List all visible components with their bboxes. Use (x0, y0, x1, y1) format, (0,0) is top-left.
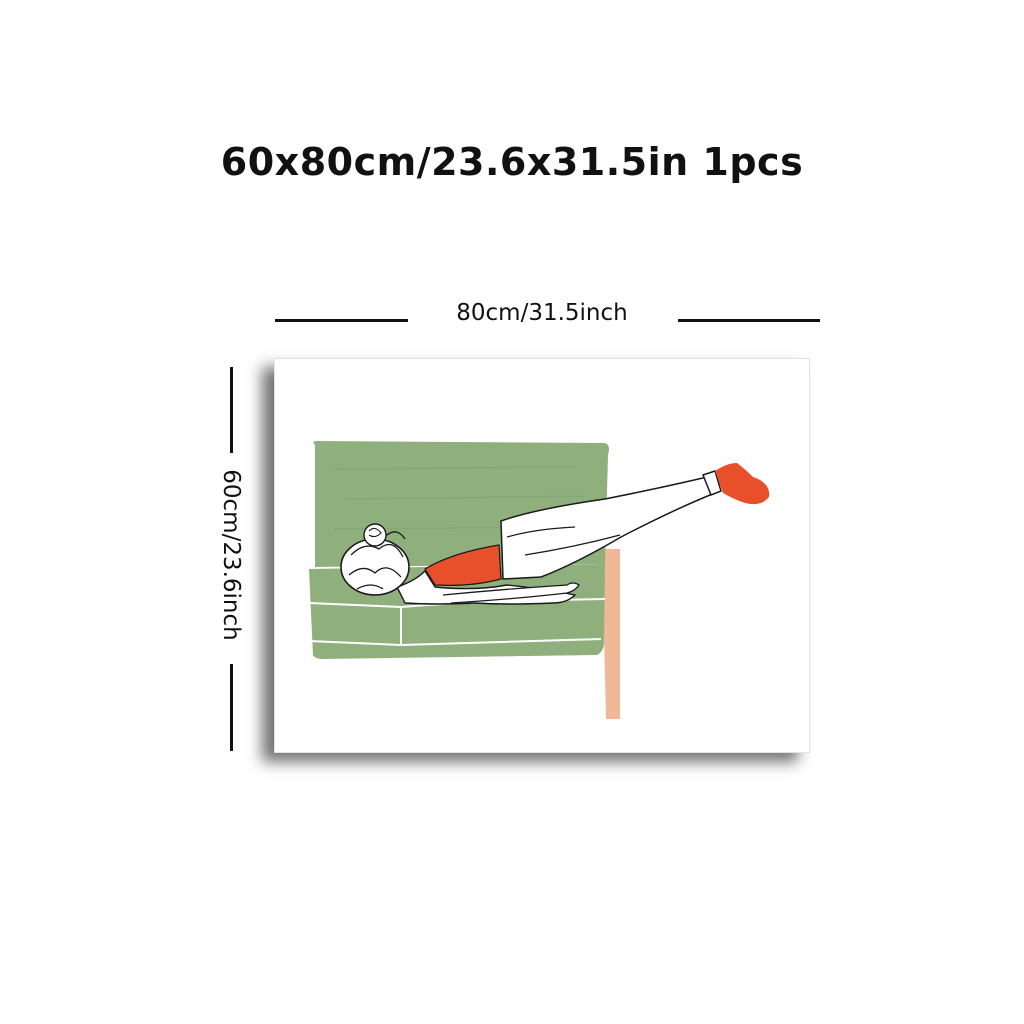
height-dimension-line-top (230, 367, 233, 453)
figure-outfit (424, 544, 502, 586)
figure-hair (340, 523, 410, 596)
width-dimension-line-right (678, 319, 820, 322)
artwork-illustration (306, 441, 770, 719)
width-dimension-line-left (275, 319, 408, 322)
table-leg (602, 549, 620, 719)
height-label-text: 60cm/23.6inch (218, 469, 244, 641)
figure-arm (442, 582, 580, 604)
canvas-print (274, 358, 810, 753)
figure-sock (715, 463, 770, 505)
pant-cuff (702, 470, 722, 496)
figure-legs-crease (506, 526, 621, 556)
height-dimension-line-bottom (230, 664, 233, 751)
size-title: 60x80cm/23.6x31.5in 1pcs (220, 140, 804, 184)
width-label: 80cm/31.5inch (456, 300, 628, 326)
